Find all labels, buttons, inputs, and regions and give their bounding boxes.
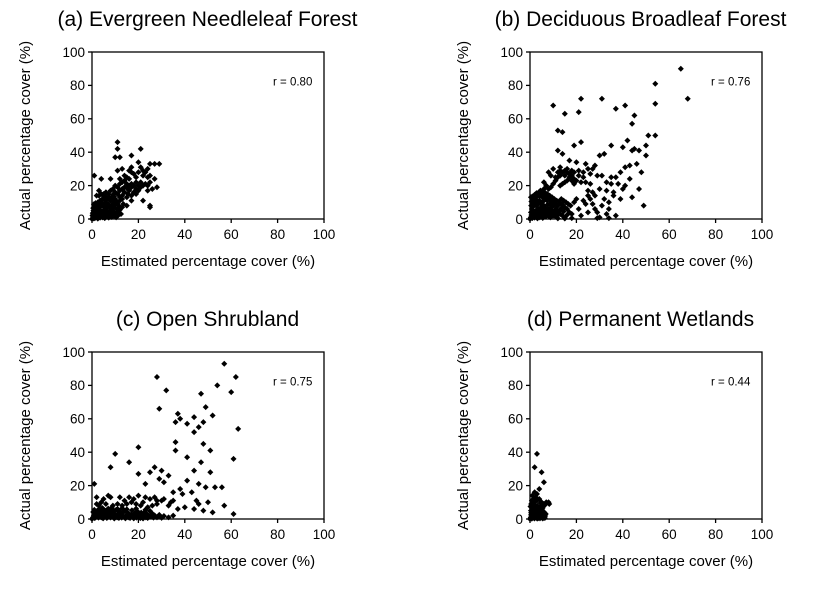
svg-text:60: 60 (662, 227, 677, 242)
svg-text:20: 20 (131, 227, 146, 242)
svg-text:r = 0.80: r = 0.80 (273, 76, 312, 88)
panel-b-title: (b) Deciduous Broadleaf Forest (494, 8, 787, 31)
svg-text:40: 40 (177, 527, 192, 542)
svg-text:Actual percentage cover (%): Actual percentage cover (%) (455, 41, 472, 230)
svg-text:20: 20 (70, 178, 85, 193)
svg-text:40: 40 (615, 527, 630, 542)
svg-text:60: 60 (224, 227, 239, 242)
svg-text:Estimated percentage cover (%): Estimated percentage cover (%) (539, 253, 753, 270)
svg-text:r = 0.44: r = 0.44 (711, 376, 751, 388)
svg-text:40: 40 (70, 145, 85, 160)
panel-b: (b) Deciduous Broadleaf Forest 0 20 40 60 80… (416, 0, 831, 300)
svg-text:0: 0 (526, 227, 534, 242)
svg-text:80: 80 (70, 78, 85, 93)
svg-text:80: 80 (270, 527, 285, 542)
svg-text:100: 100 (500, 45, 523, 60)
svg-text:60: 60 (70, 112, 85, 127)
panel-d: (d) Permanent Wetlands 0 20 40 60 80 100 0 20 40… (416, 300, 831, 600)
svg-text:100: 100 (751, 527, 774, 542)
svg-text:20: 20 (508, 178, 523, 193)
svg-text:20: 20 (569, 227, 584, 242)
panel-c: (c) Open Shrubland 0 20 40 60 80 100 0 20 40 60 80… (0, 300, 415, 600)
svg-text:100: 100 (500, 345, 523, 360)
panel-d-title: (d) Permanent Wetlands (526, 308, 755, 331)
panel-a-scatter-plot: 0 20 40 60 80 100 0 20 40 60 80 100 r = 0.80 Estimate… (17, 41, 336, 270)
svg-text:80: 80 (508, 378, 523, 393)
svg-text:100: 100 (751, 227, 774, 242)
svg-text:80: 80 (708, 527, 723, 542)
svg-text:20: 20 (70, 478, 85, 493)
svg-text:80: 80 (708, 227, 723, 242)
svg-text:60: 60 (70, 412, 85, 427)
panel-d-scatter-plot: 0 20 40 60 80 100 0 20 40 60 80 100 r = 0.44 Estimate… (455, 341, 774, 570)
svg-text:0: 0 (88, 527, 96, 542)
svg-text:80: 80 (70, 378, 85, 393)
svg-text:80: 80 (508, 78, 523, 93)
svg-text:0: 0 (515, 212, 523, 227)
svg-text:60: 60 (508, 412, 523, 427)
svg-text:Estimated percentage cover (%): Estimated percentage cover (%) (101, 553, 315, 570)
svg-text:60: 60 (224, 527, 239, 542)
panel-b-scatter-plot: 0 20 40 60 80 100 0 20 40 60 80 100 r = 0.76 Estimate… (455, 41, 774, 270)
svg-text:40: 40 (177, 227, 192, 242)
svg-text:r = 0.75: r = 0.75 (273, 376, 312, 388)
svg-text:100: 100 (313, 527, 336, 542)
svg-text:0: 0 (77, 512, 85, 527)
panel-c-scatter-plot: 0 20 40 60 80 100 0 20 40 60 80 100 r = 0.75 Estimate… (17, 341, 336, 570)
svg-text:20: 20 (508, 478, 523, 493)
svg-text:Estimated percentage cover (%): Estimated percentage cover (%) (539, 553, 753, 570)
svg-text:60: 60 (662, 527, 677, 542)
panel-a-title: (a) Evergreen Needleleaf Forest (57, 8, 358, 31)
svg-text:20: 20 (131, 527, 146, 542)
svg-text:60: 60 (508, 112, 523, 127)
svg-text:Actual percentage cover (%): Actual percentage cover (%) (17, 41, 34, 230)
svg-text:0: 0 (526, 527, 534, 542)
svg-text:Estimated percentage cover (%): Estimated percentage cover (%) (101, 253, 315, 270)
svg-text:0: 0 (77, 212, 85, 227)
svg-text:40: 40 (615, 227, 630, 242)
svg-text:40: 40 (508, 445, 523, 460)
svg-text:20: 20 (569, 527, 584, 542)
panel-c-title: (c) Open Shrubland (115, 308, 300, 331)
svg-text:0: 0 (88, 227, 96, 242)
svg-text:Actual percentage cover (%): Actual percentage cover (%) (455, 341, 472, 530)
svg-text:0: 0 (515, 512, 523, 527)
svg-text:80: 80 (270, 227, 285, 242)
svg-text:40: 40 (508, 145, 523, 160)
panel-a: (a) Evergreen Needleleaf Forest 0 20 40 60 8… (0, 0, 415, 300)
svg-text:100: 100 (62, 45, 85, 60)
svg-text:100: 100 (313, 227, 336, 242)
svg-text:Actual percentage cover (%): Actual percentage cover (%) (17, 341, 34, 530)
svg-text:r = 0.76: r = 0.76 (711, 76, 750, 88)
svg-text:100: 100 (62, 345, 85, 360)
svg-text:40: 40 (70, 445, 85, 460)
